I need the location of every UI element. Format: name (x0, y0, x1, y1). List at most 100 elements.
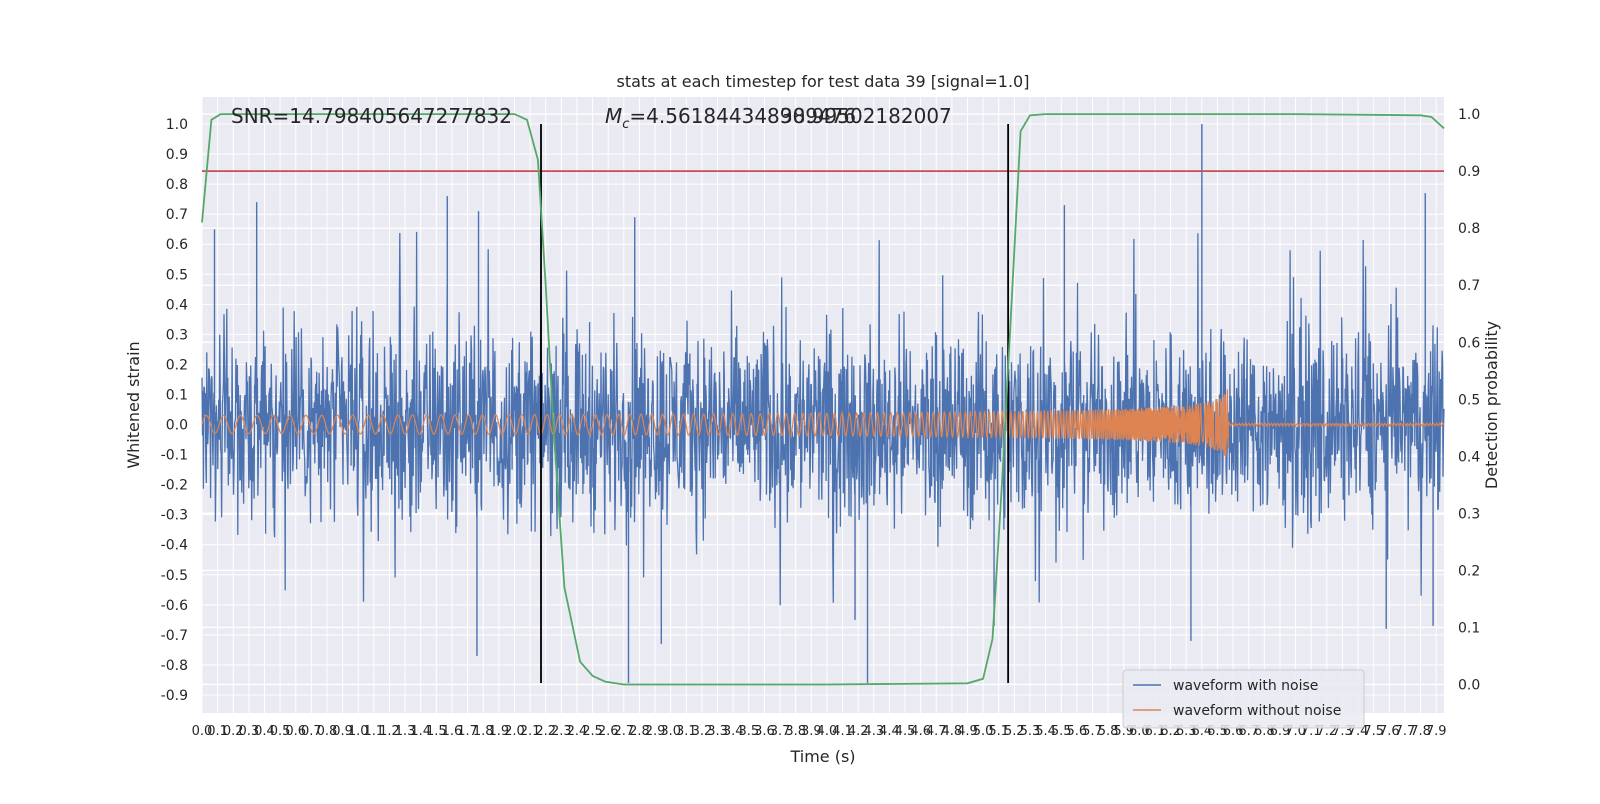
x-tick-label: 1.0 (348, 724, 369, 739)
x-tick-label: 5.0 (973, 724, 994, 739)
x-tick-label: 4.0 (817, 724, 838, 739)
x-tick-label: 5.1 (988, 724, 1009, 739)
y-tick-label: -0.9 (161, 688, 188, 704)
y-tick-label: -0.2 (161, 478, 188, 494)
y-tick-label-right: 1.0 (1458, 107, 1480, 123)
y-tick-label: -0.1 (161, 448, 188, 464)
x-tick-label: 0.4 (254, 724, 275, 739)
x-tick-label: 2.6 (598, 724, 619, 739)
x-tick-label: 4.9 (957, 724, 978, 739)
y-tick-label-right: 0.7 (1458, 278, 1480, 294)
y-axis-label-right: Detection probability (1482, 321, 1501, 489)
x-tick-label: 5.3 (1020, 724, 1041, 739)
series-waveform-without-noise (201, 389, 1445, 457)
y-tick-label-right: 0.6 (1458, 335, 1480, 351)
x-tick-label: 2.3 (551, 724, 572, 739)
y-tick-label: -0.3 (161, 508, 188, 524)
x-tick-label: 1.9 (488, 724, 509, 739)
x-tick-label: 2.5 (582, 724, 603, 739)
x-tick-label: 5.7 (1082, 724, 1103, 739)
clean-trace (201, 389, 1445, 457)
x-tick-label: 1.3 (395, 724, 416, 739)
y-tick-label: 0.9 (166, 147, 188, 163)
x-tick-label: 7.7 (1395, 724, 1416, 739)
x-tick-label: 0.2 (223, 724, 244, 739)
x-tick-label: 1.4 (410, 724, 431, 739)
x-tick-label: 5.5 (1051, 724, 1072, 739)
x-tick-label: 1.1 (364, 724, 385, 739)
y-tick-label: -0.7 (161, 628, 188, 644)
x-tick-label: 3.4 (723, 724, 744, 739)
x-tick-label: 3.3 (707, 724, 728, 739)
x-tick-label: 0.6 (285, 724, 306, 739)
snr-annotation: SNR=14.798405647277832 (231, 104, 512, 128)
y-tick-label: -0.5 (161, 568, 188, 584)
y-tick-label-right: 0.4 (1458, 449, 1480, 465)
y-tick-label: 0.8 (166, 177, 188, 193)
y-tick-label: 0.5 (166, 267, 188, 283)
x-tick-label: 4.3 (863, 724, 884, 739)
x-tick-label: 4.7 (926, 724, 947, 739)
y-tick-label: 0.1 (166, 387, 188, 403)
y-tick-label: -0.6 (161, 598, 188, 614)
x-tick-label: 5.6 (1067, 724, 1088, 739)
x-tick-label: 3.6 (754, 724, 775, 739)
x-tick-label: 2.4 (567, 724, 588, 739)
x-tick-label: 7.9 (1426, 724, 1447, 739)
x-tick-label: 3.0 (660, 724, 681, 739)
noise-trace (201, 231, 1445, 606)
x-axis-label: Time (s) (789, 747, 855, 766)
x-tick-label: 3.2 (692, 724, 713, 739)
x-tick-label: 4.2 (848, 724, 869, 739)
x-tick-label: 3.1 (676, 724, 697, 739)
y-tick-label-right: 0.5 (1458, 392, 1480, 408)
legend-box (1122, 669, 1365, 729)
x-tick-label: 1.6 (442, 724, 463, 739)
x-tick-label: 5.2 (1004, 724, 1025, 739)
y-tick-label-right: 0.2 (1458, 563, 1480, 579)
mc-value: =4.561844348909476 (629, 104, 856, 128)
mc-overlap-annotation: 38.99502182007 (780, 104, 952, 128)
x-tick-label: 4.1 (832, 724, 853, 739)
x-tick-label: 4.5 (895, 724, 916, 739)
y-tick-label: 0.6 (166, 237, 188, 253)
mc-symbol: M (605, 104, 622, 128)
x-tick-label: 0.9 (332, 724, 353, 739)
chart-title: stats at each timestep for test data 39 … (617, 72, 1030, 91)
y-tick-label: 0.7 (166, 207, 188, 223)
y-tick-label: 0.4 (166, 297, 188, 313)
y-tick-label-right: 0.0 (1458, 677, 1480, 693)
x-tick-label: 0.5 (270, 724, 291, 739)
x-tick-label: 0.0 (192, 724, 213, 739)
legend-entry-clean: waveform without noise (1173, 703, 1341, 719)
x-tick-label: 7.6 (1379, 724, 1400, 739)
x-tick-label: 1.7 (457, 724, 478, 739)
x-tick-label: 2.8 (629, 724, 650, 739)
legend-entry-noise: waveform with noise (1173, 678, 1318, 694)
x-tick-label: 7.8 (1410, 724, 1431, 739)
x-tick-label: 7.5 (1363, 724, 1384, 739)
legend: waveform with noise waveform without noi… (1122, 669, 1365, 729)
x-tick-label: 3.7 (770, 724, 791, 739)
y-tick-label-right: 0.3 (1458, 506, 1480, 522)
y-tick-label-right: 0.1 (1458, 620, 1480, 636)
overlays (201, 113, 1445, 686)
mc-annotation: Mc=4.561844348909476 (605, 104, 856, 132)
x-tick-label: 0.1 (207, 724, 228, 739)
x-tick-label: 3.9 (801, 724, 822, 739)
x-tick-label: 4.4 (879, 724, 900, 739)
x-tick-label: 3.8 (785, 724, 806, 739)
y-tick-label: 1.0 (166, 117, 188, 133)
x-tick-label: 1.5 (426, 724, 447, 739)
x-tick-label: 2.2 (535, 724, 556, 739)
x-tick-label: 5.8 (1098, 724, 1119, 739)
x-tick-label: 1.8 (473, 724, 494, 739)
y-tick-label: 0.2 (166, 357, 188, 373)
x-tick-label: 3.5 (738, 724, 759, 739)
y-tick-label-right: 0.8 (1458, 221, 1480, 237)
x-tick-label: 0.3 (239, 724, 260, 739)
x-tick-label: 4.6 (910, 724, 931, 739)
mc-subscript: c (622, 117, 629, 132)
x-tick-label: 4.8 (942, 724, 963, 739)
